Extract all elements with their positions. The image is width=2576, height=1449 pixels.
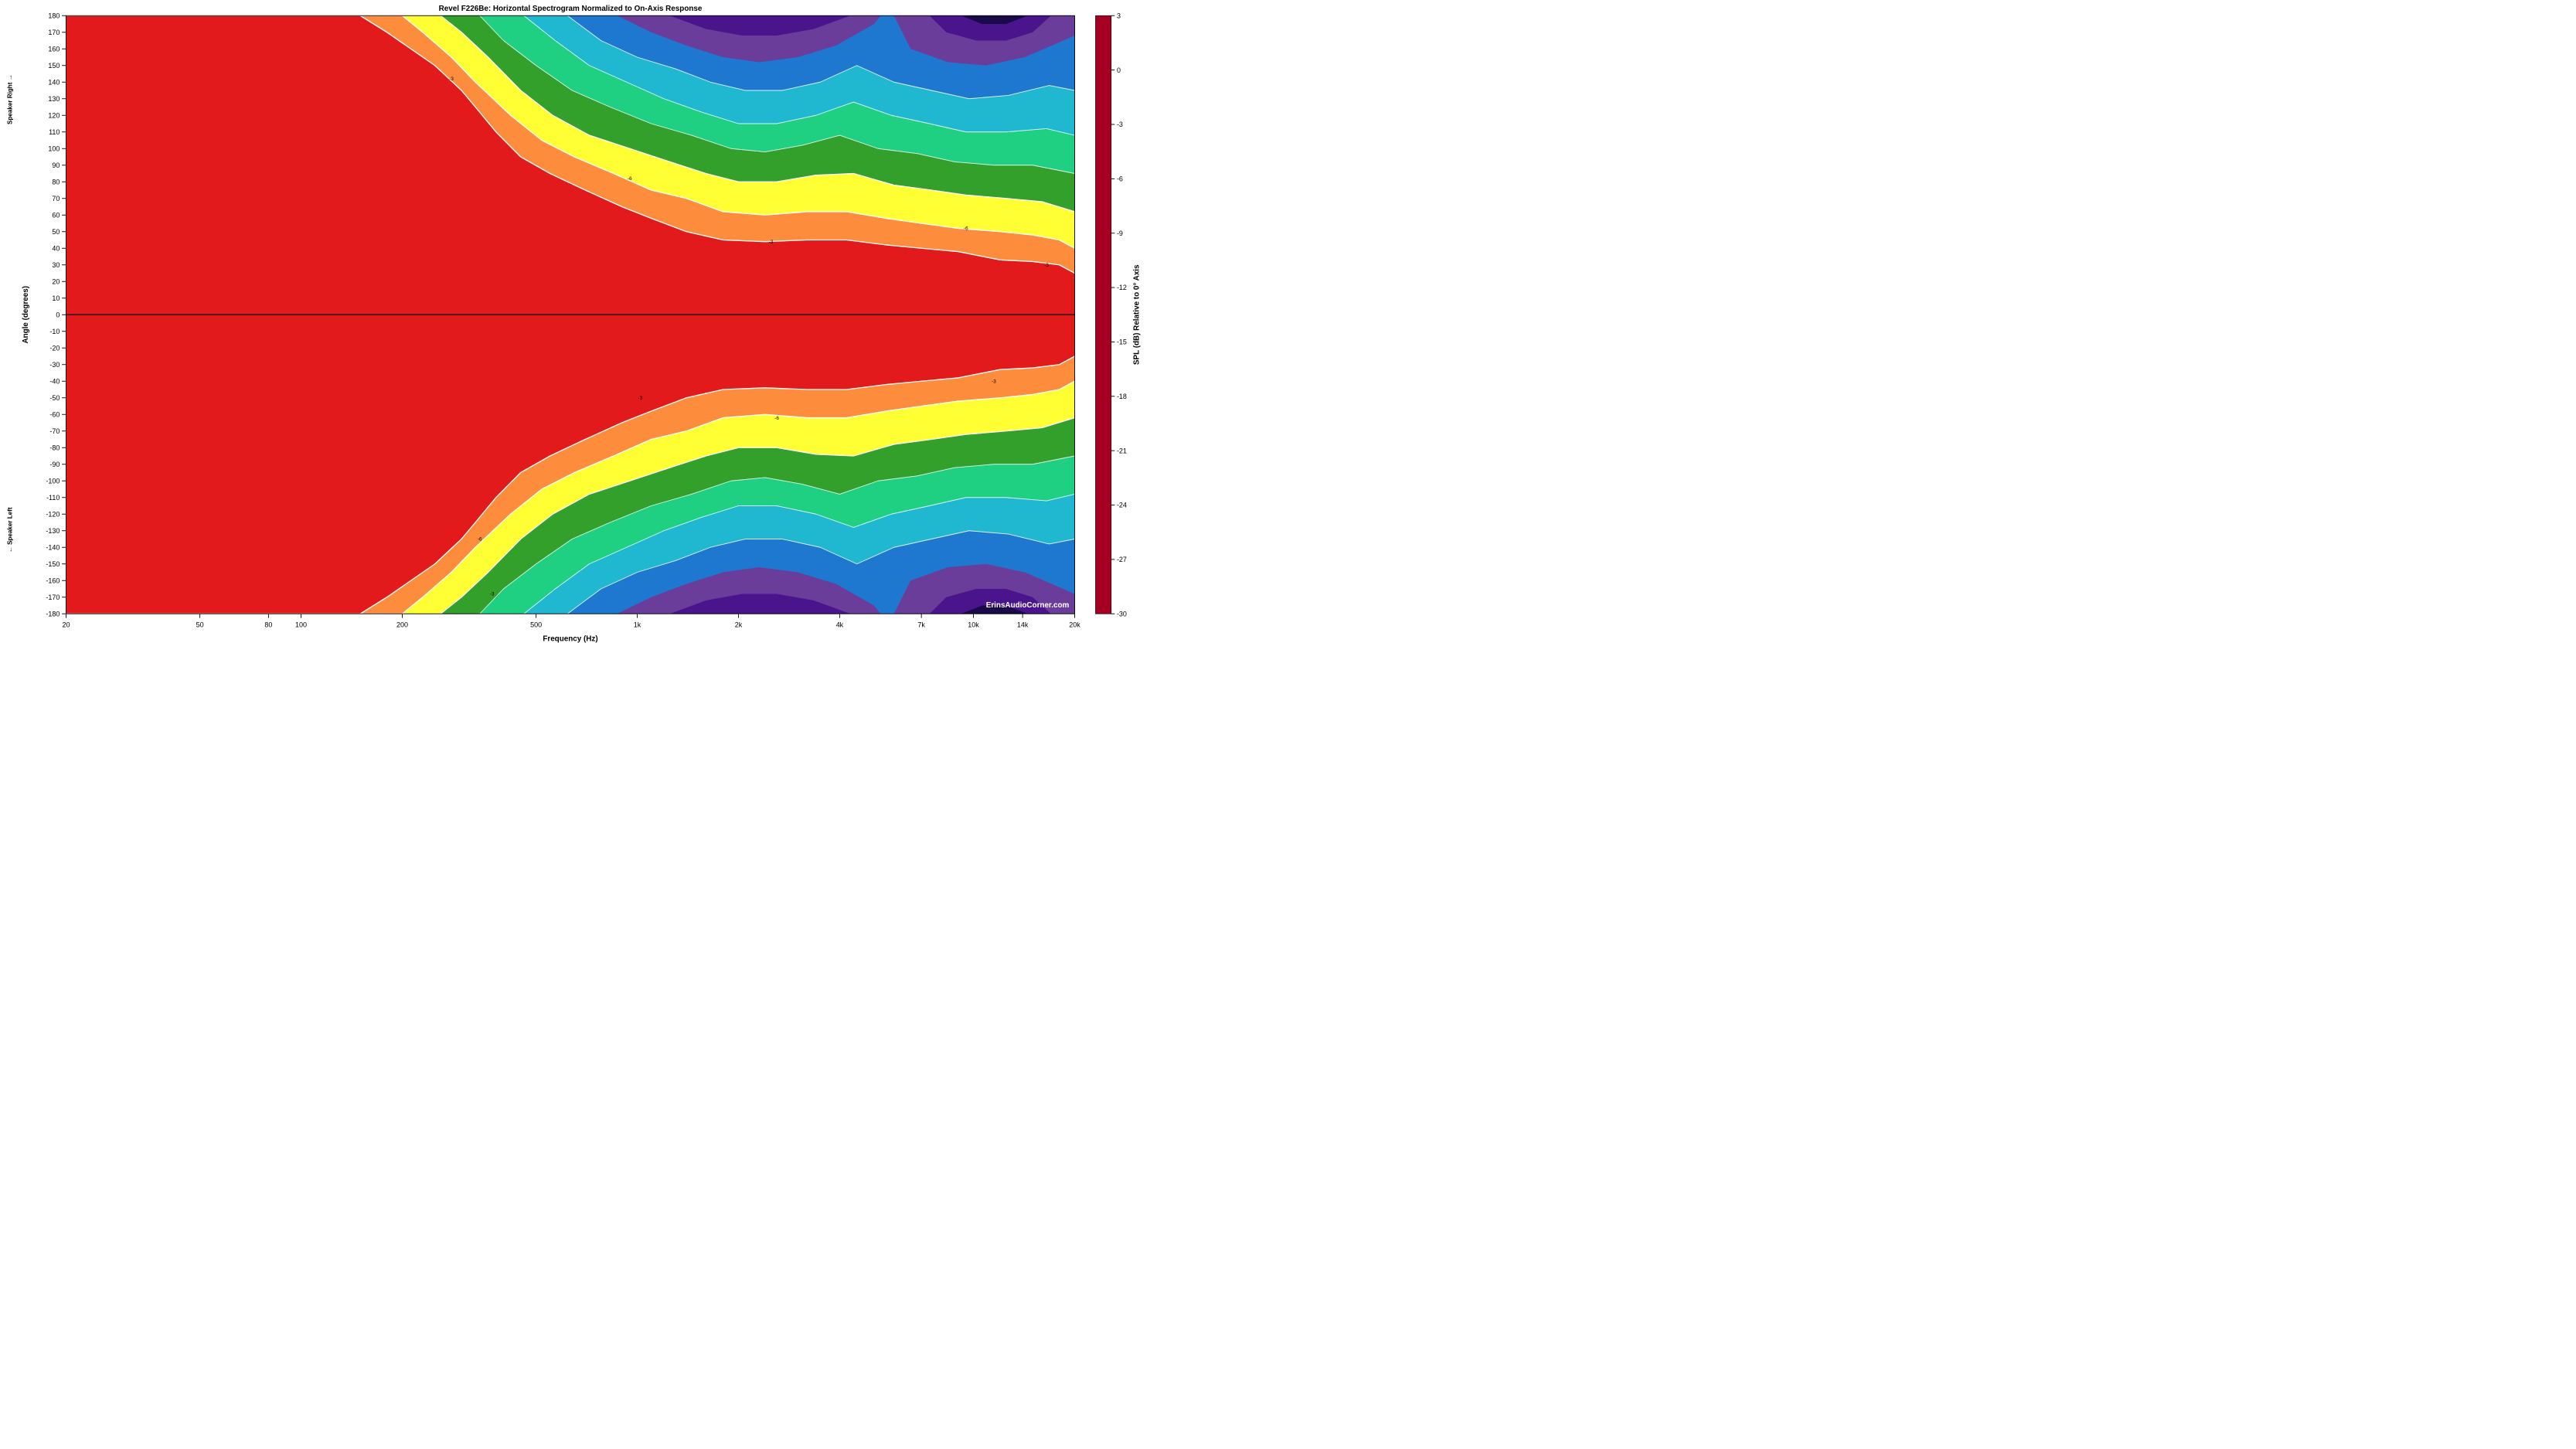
colorbar-tick-label: -12 <box>1117 284 1127 291</box>
contour-value-label: -3 <box>992 379 996 384</box>
y-tick-label: 60 <box>52 211 60 219</box>
contour-value-label: -6 <box>478 537 482 543</box>
y-tick-label: 70 <box>52 195 60 202</box>
x-tick-label: 14k <box>1017 621 1029 628</box>
x-tick-label: 20 <box>62 621 70 628</box>
colorbar-tick-label: -18 <box>1117 393 1127 400</box>
y-tick-label: 150 <box>48 62 60 70</box>
y-tick-label: -50 <box>49 394 60 402</box>
y-tick-label: -160 <box>46 577 60 584</box>
x-tick-label: 50 <box>196 621 204 628</box>
y-tick-label: -150 <box>46 560 60 568</box>
contour-value-label: -6 <box>964 226 968 232</box>
contour-value-label: -3 <box>638 396 642 401</box>
colorbar-tick-label: -15 <box>1117 338 1127 346</box>
y-tick-label: -110 <box>46 494 60 502</box>
y-tick-label: -100 <box>46 477 60 485</box>
y-tick-label: 20 <box>52 277 60 285</box>
colorbar-tick-label: -24 <box>1117 502 1127 509</box>
y-tick-label: -10 <box>49 328 60 335</box>
y-tick-label: -170 <box>46 594 60 601</box>
x-tick-label: 2k <box>735 621 743 628</box>
contour-value-label: -6 <box>774 416 779 421</box>
colorbar-label: SPL (dB) Relative to 0° Axis <box>1133 264 1142 365</box>
x-tick-label: 1k <box>634 621 641 628</box>
y-tick-label: 80 <box>52 178 60 185</box>
y-tick-label: 30 <box>52 261 60 269</box>
y-tick-label: 140 <box>48 78 60 86</box>
y-tick-label: -30 <box>49 361 60 369</box>
y-tick-label: 100 <box>48 145 60 152</box>
y-tick-label: 130 <box>48 95 60 103</box>
spectrogram-chart: 2050801002005001k2k4k7k10k14k20kFrequenc… <box>0 0 2576 1449</box>
y-tick-label: 50 <box>52 228 60 236</box>
speaker-right-label: Speaker Right → <box>7 74 14 124</box>
y-axis-label: Angle (degrees) <box>22 286 30 344</box>
contour-value-label: -3 <box>769 240 774 245</box>
y-tick-label: -120 <box>46 510 60 518</box>
colorbar-tick-label: -9 <box>1117 230 1123 237</box>
contour-value-label: -3 <box>1044 263 1049 268</box>
x-tick-label: 4k <box>836 621 844 628</box>
colorbar-tick-label: -30 <box>1117 610 1127 617</box>
contour-value-label: -6 <box>628 176 632 182</box>
y-tick-label: -80 <box>49 444 60 451</box>
colorbar-tick-label: 3 <box>1117 12 1121 19</box>
x-tick-label: 10k <box>968 621 979 628</box>
colorbar-tick-label: -27 <box>1117 556 1127 563</box>
y-tick-label: -90 <box>49 461 60 468</box>
y-tick-label: 110 <box>49 128 60 136</box>
y-tick-label: 180 <box>48 12 60 19</box>
colorbar: -30-27-24-21-18-15-12-9-6-303SPL (dB) Re… <box>1095 12 1141 617</box>
x-tick-label: 7k <box>917 621 925 628</box>
contour-value-label: -3 <box>490 592 495 597</box>
y-tick-label: -70 <box>49 427 60 435</box>
colorbar-tick-label: -6 <box>1117 175 1123 182</box>
y-tick-label: 170 <box>48 29 60 36</box>
x-axis-label: Frequency (Hz) <box>543 634 597 643</box>
colorbar-tick-label: -21 <box>1117 447 1127 454</box>
y-tick-label: -20 <box>49 344 60 352</box>
x-tick-label: 500 <box>530 621 542 628</box>
y-tick-label: 90 <box>52 162 60 169</box>
colorbar-tick-label: -3 <box>1117 121 1123 128</box>
y-tick-label: -60 <box>49 410 60 418</box>
y-tick-label: -180 <box>46 610 60 617</box>
colorbar-tick-label: 0 <box>1117 66 1121 74</box>
y-tick-label: 120 <box>48 111 60 119</box>
y-tick-label: 10 <box>52 294 60 302</box>
speaker-left-label: ← Speaker Left <box>7 507 14 553</box>
chart-title: Revel F226Be: Horizontal Spectrogram Nor… <box>439 5 703 13</box>
x-tick-label: 200 <box>396 621 408 628</box>
y-tick-label: 0 <box>56 311 60 318</box>
y-tick-label: 160 <box>48 45 60 53</box>
watermark: ErinsAudioCorner.com <box>986 601 1070 610</box>
y-tick-label: -40 <box>49 377 60 385</box>
x-tick-label: 80 <box>264 621 272 628</box>
x-tick-label: 100 <box>295 621 307 628</box>
y-tick-label: -140 <box>46 543 60 551</box>
y-tick-label: -130 <box>46 527 60 535</box>
x-tick-label: 20k <box>1069 621 1080 628</box>
y-tick-label: 40 <box>52 244 60 252</box>
contour-value-label: -3 <box>449 77 454 82</box>
